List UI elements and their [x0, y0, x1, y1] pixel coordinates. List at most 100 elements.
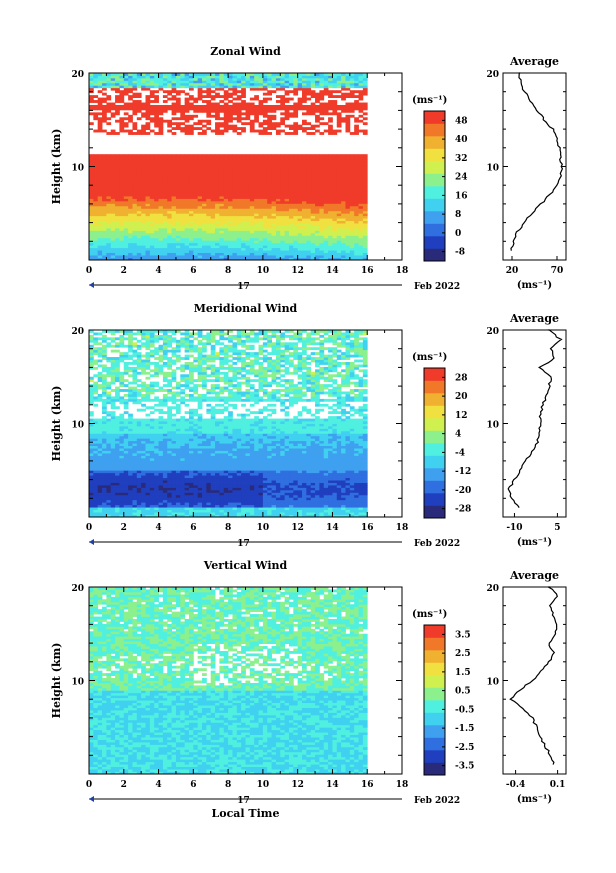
heatmap-cell — [175, 102, 181, 106]
heatmap-cell — [106, 494, 112, 498]
heatmap-cell — [154, 122, 159, 126]
heatmap-cell — [106, 173, 112, 177]
heatmap-cell — [119, 430, 125, 434]
heatmap-cell — [119, 357, 125, 360]
heatmap-cell — [323, 191, 329, 194]
heatmap-cell — [149, 80, 155, 84]
heatmap-cell — [197, 77, 203, 81]
heatmap-cell — [102, 465, 107, 469]
heatmap-cell — [271, 242, 277, 246]
heatmap-cell — [258, 168, 264, 172]
heatmap-cell — [149, 494, 155, 498]
heatmap-cell — [254, 119, 259, 123]
heatmap-cell — [123, 354, 129, 358]
heatmap-cell — [193, 80, 199, 84]
heatmap-cell — [110, 423, 116, 427]
heatmap-cell — [154, 173, 159, 177]
heatmap-cell — [341, 240, 346, 244]
heatmap-cell — [358, 205, 364, 209]
heatmap-cell — [258, 107, 264, 111]
heatmap-cell — [349, 183, 355, 187]
heatmap-cell — [93, 462, 99, 466]
heatmap-cell — [267, 114, 272, 118]
heatmap-cell — [132, 428, 138, 432]
heatmap-cell — [171, 245, 177, 249]
heatmap-cell — [149, 445, 155, 449]
heatmap-cell — [245, 225, 251, 229]
heatmap-cell — [271, 213, 277, 217]
heatmap-cell — [136, 418, 142, 422]
heatmap-cell — [180, 237, 186, 241]
heatmap-cell — [149, 168, 155, 172]
heatmap-cell — [345, 181, 351, 185]
heatmap-cell — [262, 183, 268, 187]
heatmap-cell — [106, 512, 112, 515]
heatmap-cell — [328, 220, 333, 224]
heatmap-cell — [236, 97, 242, 101]
heatmap-cell — [128, 347, 133, 351]
heatmap-cell — [306, 210, 312, 214]
heatmap-cell — [349, 186, 355, 190]
heatmap-cell — [145, 215, 151, 219]
heatmap-cell — [102, 213, 107, 217]
heatmap-cell — [97, 467, 103, 471]
heatmap-cell — [110, 376, 116, 380]
heatmap-cell — [215, 242, 220, 246]
heatmap-cell — [93, 85, 99, 89]
heatmap-cell — [354, 240, 359, 244]
heatmap-cell — [249, 245, 255, 249]
heatmap-cell — [132, 381, 138, 385]
heatmap-cell — [128, 487, 133, 491]
heatmap-cell — [223, 230, 229, 234]
heatmap-cell — [349, 188, 355, 192]
heatmap-cell — [162, 240, 168, 244]
heatmap-cell — [102, 215, 107, 219]
heatmap-cell — [206, 255, 212, 258]
heatmap-cell — [180, 252, 186, 256]
heatmap-cell — [106, 107, 112, 111]
heatmap-cell — [336, 73, 342, 76]
heatmap-cell — [106, 215, 112, 219]
heatmap-cell — [132, 393, 138, 397]
heatmap-cell — [184, 220, 190, 224]
heatmap-cell — [293, 154, 299, 158]
heatmap-cell — [306, 171, 312, 175]
heatmap-cell — [102, 482, 107, 486]
heatmap-cell — [184, 73, 190, 76]
heatmap-cell — [254, 82, 259, 86]
heatmap-cell — [319, 181, 325, 185]
heatmap-cell — [93, 213, 99, 217]
heatmap-cell — [280, 104, 286, 108]
heatmap-cell — [319, 186, 325, 190]
heatmap-cell — [349, 181, 355, 185]
heatmap-cell — [136, 467, 142, 471]
heatmap-cell — [145, 208, 151, 212]
heatmap-cell — [249, 228, 255, 231]
heatmap-cell — [328, 82, 333, 86]
heatmap-cell — [171, 127, 177, 130]
heatmap-cell — [302, 230, 307, 234]
heatmap-cell — [141, 330, 146, 333]
heatmap-cell — [110, 166, 116, 170]
heatmap-cell — [202, 225, 207, 229]
heatmap-cell — [280, 112, 286, 116]
heatmap-cell — [297, 200, 303, 204]
heatmap-cell — [180, 245, 186, 249]
heatmap-cell — [167, 80, 172, 84]
heatmap-cell — [202, 205, 207, 209]
heatmap-cell — [93, 166, 99, 170]
heatmap-cell — [258, 208, 264, 212]
heatmap-cell — [358, 200, 364, 204]
heatmap-cell — [258, 257, 264, 261]
heatmap-cell — [362, 154, 368, 158]
heatmap-cell — [310, 225, 316, 229]
heatmap-cell — [123, 475, 129, 479]
heatmap-cell — [154, 428, 159, 432]
heatmap-cell — [262, 176, 268, 180]
heatmap-cell — [297, 173, 303, 177]
heatmap-cell — [110, 435, 116, 439]
heatmap-cell — [128, 104, 133, 108]
heatmap-cell — [315, 257, 320, 261]
heatmap-cell — [184, 97, 190, 101]
heatmap-cell — [145, 354, 151, 358]
